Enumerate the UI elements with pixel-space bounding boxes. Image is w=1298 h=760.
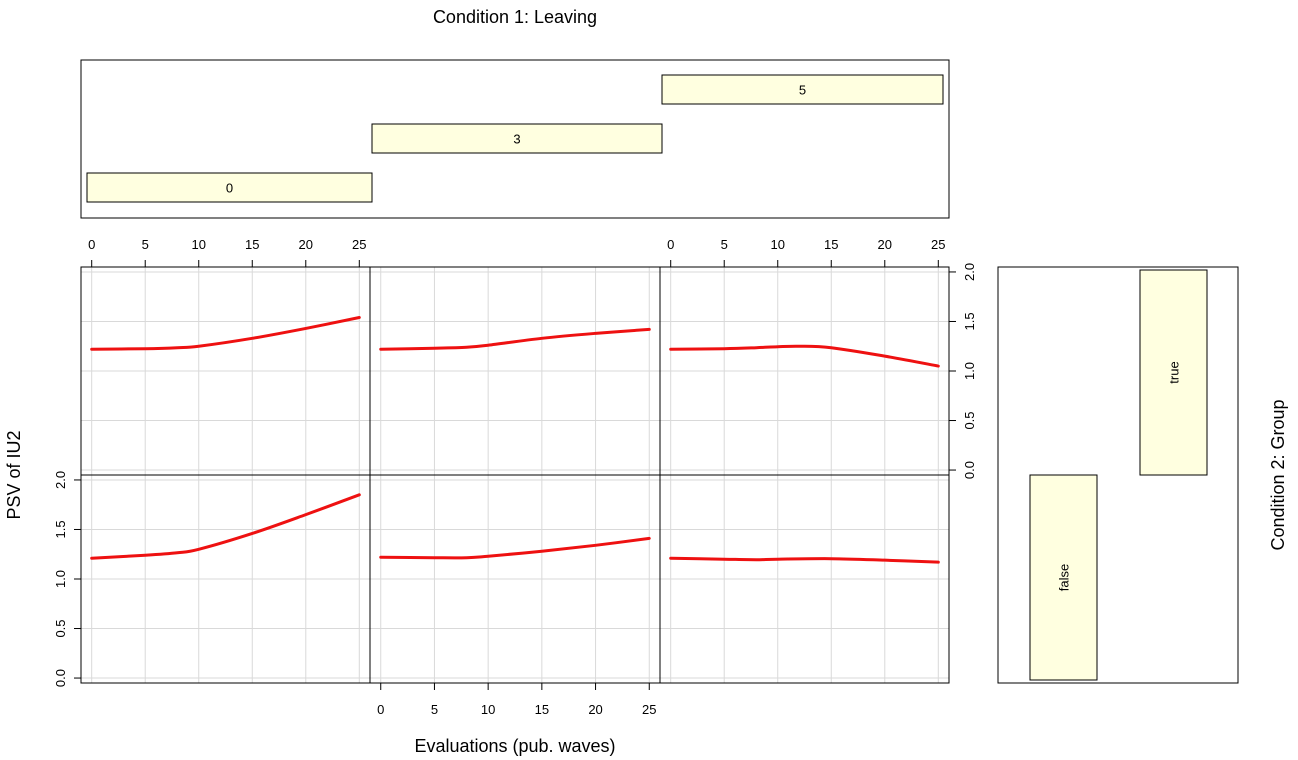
bottom-x-axis: 0 5 10 15 20 25 <box>377 683 656 717</box>
chart-title: Condition 1: Leaving <box>433 7 597 27</box>
leaving-panel-border <box>80 59 950 219</box>
panel-false-leaving-0 <box>80 474 371 684</box>
series-line <box>669 344 940 368</box>
panel-axes: 0 5 10 15 20 25 0 5 10 15 20 25 0 5 10 15 20 25 0.0 0.5 1.0 1… <box>53 237 977 717</box>
x-tick-label: 5 <box>431 702 438 717</box>
group-panel-border <box>997 266 1239 684</box>
series-line <box>669 556 940 564</box>
x-tick-label: 0 <box>667 237 674 252</box>
x-tick-label: 10 <box>192 237 206 252</box>
x-tick-label: 20 <box>878 237 892 252</box>
left-y-axis: 0.0 0.5 1.0 1.5 2.0 <box>53 471 81 687</box>
y-tick-label: 1.0 <box>53 570 68 588</box>
leaving-level-box <box>661 74 944 105</box>
x-tick-label: 25 <box>352 237 366 252</box>
x-axis-label: Evaluations (pub. waves) <box>414 736 615 756</box>
leaving-condition-panel: 0 3 5 <box>80 59 950 219</box>
right-y-axis: 0.0 0.5 1.0 1.5 2.0 <box>949 263 977 479</box>
leaving-level-label: 0 <box>226 181 233 196</box>
series-line <box>90 493 361 560</box>
leaving-level-box <box>371 123 663 154</box>
x-tick-label: 25 <box>931 237 945 252</box>
x-tick-label: 10 <box>771 237 785 252</box>
x-tick-label: 20 <box>299 237 313 252</box>
panel-false-leaving-5 <box>659 474 950 684</box>
series-line <box>90 316 361 351</box>
side-condition-label: Condition 2: Group <box>1268 399 1288 550</box>
group-condition-panel: false true <box>997 266 1239 684</box>
y-tick-label: 1.5 <box>53 520 68 538</box>
panel-false-leaving-3 <box>369 474 661 684</box>
y-tick-label: 0.5 <box>962 411 977 429</box>
group-level-label: true <box>1167 361 1182 383</box>
y-tick-label: 0.5 <box>53 619 68 637</box>
panel-true-leaving-0 <box>80 266 371 476</box>
x-tick-label: 5 <box>142 237 149 252</box>
series-line <box>379 536 651 560</box>
leaving-level-label: 5 <box>799 83 806 98</box>
x-tick-label: 15 <box>535 702 549 717</box>
y-tick-label: 2.0 <box>962 263 977 281</box>
x-tick-label: 5 <box>721 237 728 252</box>
y-tick-label: 0.0 <box>962 461 977 479</box>
top-x-axis: 0 5 10 15 20 25 <box>88 237 367 267</box>
x-tick-label: 10 <box>481 702 495 717</box>
panel-true-leaving-5 <box>659 266 950 476</box>
x-tick-label: 20 <box>588 702 602 717</box>
y-tick-label: 1.5 <box>962 312 977 330</box>
leaving-level-box <box>86 172 373 203</box>
panel-true-leaving-3 <box>369 266 661 476</box>
group-level-box <box>1029 474 1098 681</box>
x-tick-label: 15 <box>245 237 259 252</box>
y-tick-label: 1.0 <box>962 362 977 380</box>
group-level-box <box>1139 269 1208 476</box>
y-tick-label: 0.0 <box>53 669 68 687</box>
y-tick-label: 2.0 <box>53 471 68 489</box>
x-tick-label: 15 <box>824 237 838 252</box>
x-tick-label: 0 <box>88 237 95 252</box>
x-tick-label: 0 <box>377 702 384 717</box>
group-level-label: false <box>1057 564 1072 591</box>
panel-border <box>659 474 950 684</box>
series-line <box>379 327 651 351</box>
x-tick-label: 25 <box>642 702 656 717</box>
y-axis-label: PSV of IU2 <box>4 430 24 519</box>
top-x-axis: 0 5 10 15 20 25 <box>667 237 946 267</box>
panel-grid <box>80 266 950 684</box>
leaving-level-label: 3 <box>513 132 520 147</box>
